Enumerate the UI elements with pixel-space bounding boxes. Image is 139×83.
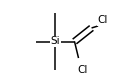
Text: Cl: Cl <box>97 15 108 25</box>
Text: Cl: Cl <box>77 65 88 75</box>
Text: Si: Si <box>51 37 60 46</box>
